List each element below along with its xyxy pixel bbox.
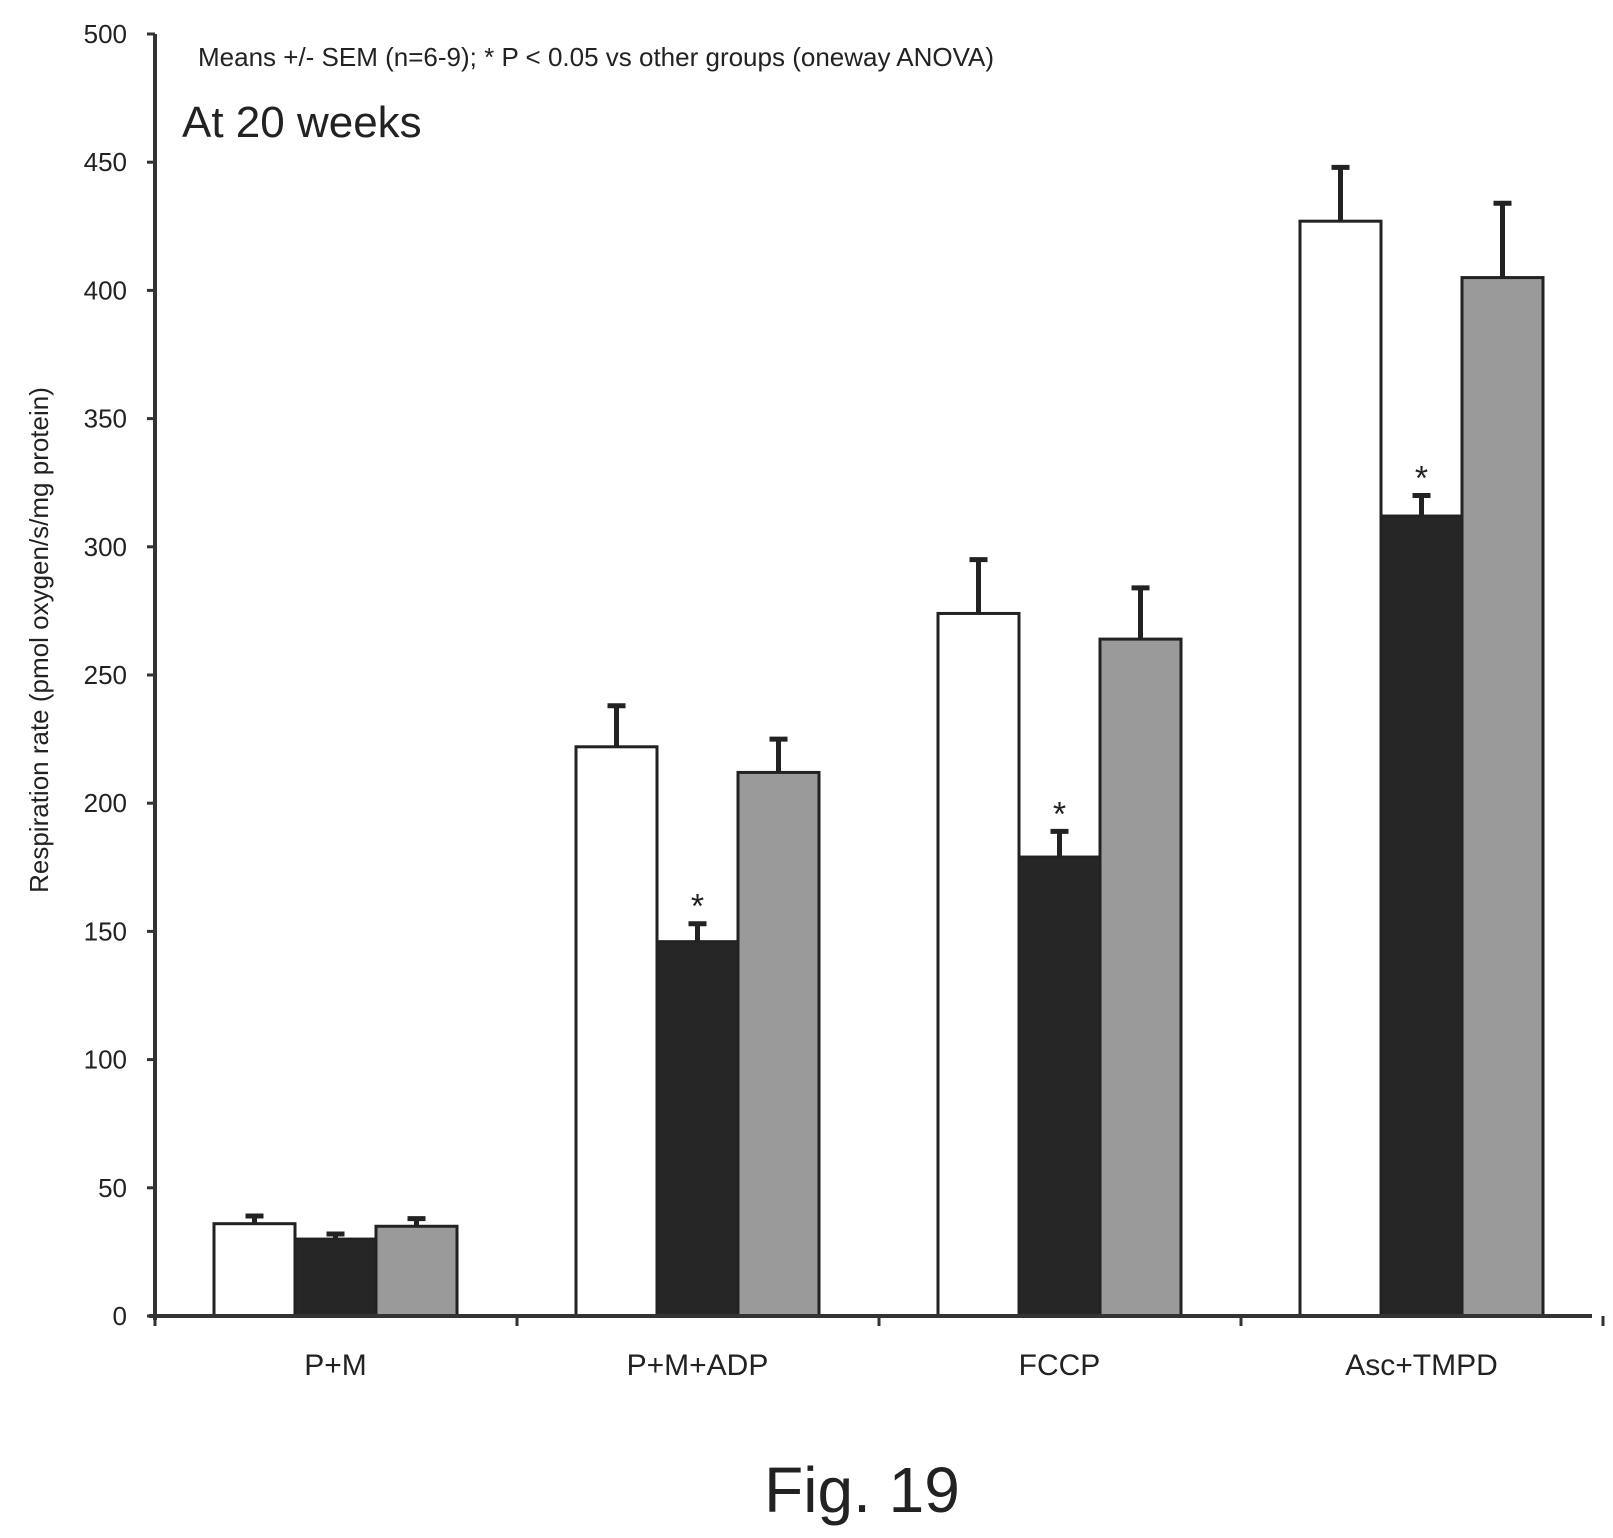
chart-annotation: Means +/- SEM (n=6-9); * P < 0.05 vs oth… [198,42,994,72]
y-tick-label: 500 [84,19,127,49]
x-tick-label: P+M+ADP [627,1349,769,1382]
bar-black [295,1239,376,1316]
bar-black [1381,516,1462,1316]
y-tick-label: 250 [84,660,127,690]
x-tick-label: P+M [304,1349,367,1382]
y-tick-label: 300 [84,532,127,562]
bar-gray [1462,278,1543,1316]
bar-gray [1100,639,1181,1316]
bar-white [576,747,657,1316]
y-tick-label: 100 [84,1045,127,1075]
y-tick-label: 350 [84,404,127,434]
chart-title: At 20 weeks [182,98,422,147]
bar-white [214,1224,295,1316]
significance-marker: * [1415,460,1428,498]
y-axis-label: Respiration rate (pmol oxygen/s/mg prote… [24,387,54,893]
bar-chart: Means +/- SEM (n=6-9); * P < 0.05 vs oth… [0,0,1613,1538]
x-tick-label: Asc+TMPD [1345,1349,1498,1382]
x-tick-label: FCCP [1019,1349,1101,1382]
bar-black [1019,857,1100,1316]
significance-marker: * [1053,795,1066,833]
bar-gray [376,1226,457,1316]
bar-black [657,942,738,1316]
y-tick-label: 0 [113,1301,127,1331]
bar-gray [738,772,819,1316]
figure-caption: Fig. 19 [764,1454,960,1526]
bar-white [1300,221,1381,1316]
y-tick-label: 200 [84,788,127,818]
bar-white [938,613,1019,1316]
y-tick-label: 450 [84,147,127,177]
y-tick-label: 150 [84,916,127,946]
significance-marker: * [691,888,704,926]
y-tick-label: 50 [98,1173,127,1203]
y-tick-label: 400 [84,275,127,305]
